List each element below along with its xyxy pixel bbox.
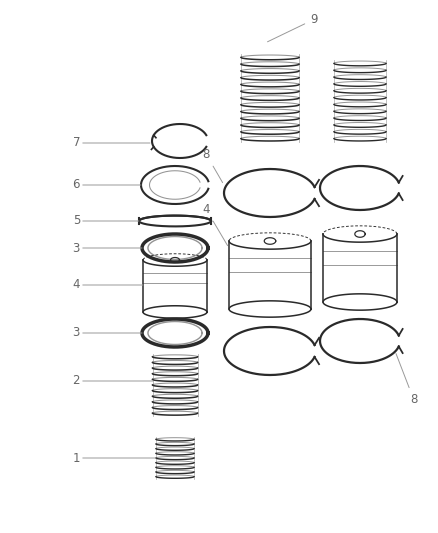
Text: 7: 7 (73, 136, 150, 149)
Text: 5: 5 (73, 214, 139, 228)
Text: 2: 2 (73, 375, 153, 387)
Text: 4: 4 (202, 203, 228, 246)
Text: 3: 3 (73, 327, 142, 340)
Text: 3: 3 (73, 241, 142, 254)
Text: 4: 4 (73, 279, 143, 292)
Text: 6: 6 (73, 179, 141, 191)
Text: 1: 1 (73, 451, 156, 464)
Text: 8: 8 (203, 148, 223, 183)
Text: 9: 9 (268, 13, 318, 42)
Text: 8: 8 (396, 353, 417, 406)
